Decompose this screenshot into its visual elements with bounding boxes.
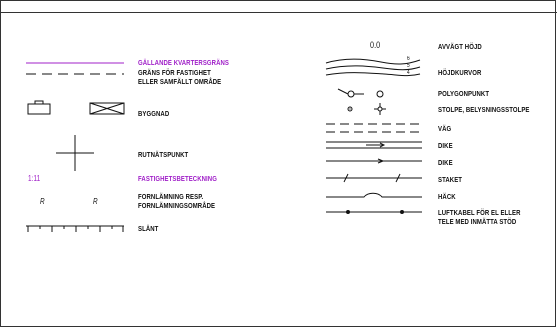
header-rule (0, 12, 557, 13)
fornlamning-glyph-2: R (93, 197, 98, 206)
label-dike1: DIKE (438, 141, 453, 150)
label-fastighet: FASTIGHETSBETECKNING (138, 174, 217, 183)
label-dike2: DIKE (438, 158, 453, 167)
hack-symbol (326, 192, 422, 198)
label-vag: VÄG (438, 124, 452, 133)
staket-symbol (326, 173, 422, 183)
label-fornlamning: FORNLÄMNING RESP. FORNLÄMNINGSOMRÅDE (138, 192, 215, 210)
vag-symbol (326, 123, 422, 133)
slant-symbol (26, 225, 124, 232)
label-byggnad: BYGGNAD (138, 109, 170, 118)
contour-number-4: 4 (407, 70, 410, 76)
dike1-symbol (326, 141, 422, 149)
label-polygon: POLYGONPUNKT (438, 89, 490, 98)
fastighet-code: 1:11 (28, 174, 41, 183)
avvagt-value: 0.0 (370, 40, 381, 50)
label-staket: STAKET (438, 175, 463, 184)
label-hojdkurvor: HÖJDKURVOR (438, 68, 482, 77)
fornlamning-glyph-1: R (40, 197, 45, 206)
fastighetsgrans-symbol (26, 73, 124, 75)
label-luftkabel: LUFTKABEL FÖR EL ELLER TELE MED INMÄTTA … (438, 208, 521, 226)
label-grans-line2: ELLER SAMFÄLLT OMRÅDE (138, 77, 222, 86)
label-slant: SLÄNT (138, 224, 159, 233)
luftkabel-symbol (326, 210, 422, 214)
label-stolpe: STOLPE, BELYSNINGSSTOLPE (438, 105, 530, 114)
label-grans: GRÄNS FÖR FASTIGHET ELLER SAMFÄLLT OMRÅD… (138, 68, 221, 86)
hojdkurvor-symbol (325, 58, 421, 77)
stolpe-symbol (347, 103, 386, 115)
label-luftkabel-line1: LUFTKABEL FÖR EL ELLER (438, 208, 521, 217)
dike2-symbol (326, 158, 422, 164)
label-avvagt: AVVÄGT HÖJD (438, 42, 482, 51)
label-grans-line1: GRÄNS FÖR FASTIGHET (138, 68, 211, 77)
label-gallande: GÄLLANDE KVARTERSGRÄNS (138, 58, 229, 67)
label-fornlamning-line2: FORNLÄMNINGSOMRÅDE (138, 201, 216, 210)
polygonpunkt-symbol (337, 88, 384, 98)
label-hack: HÄCK (438, 192, 456, 201)
label-fornlamning-line1: FORNLÄMNING RESP. (138, 192, 204, 201)
label-rutnat: RUTNÄTSPUNKT (138, 150, 189, 159)
label-luftkabel-line2: TELE MED INMÄTTA STÖD (438, 217, 517, 226)
rutnatspunkt-symbol (56, 135, 94, 171)
byggnad-symbol (27, 100, 125, 115)
contour-number-6: 6 (407, 56, 410, 62)
contour-number-5: 5 (407, 63, 410, 69)
kvartersgrans-symbol (26, 62, 124, 64)
